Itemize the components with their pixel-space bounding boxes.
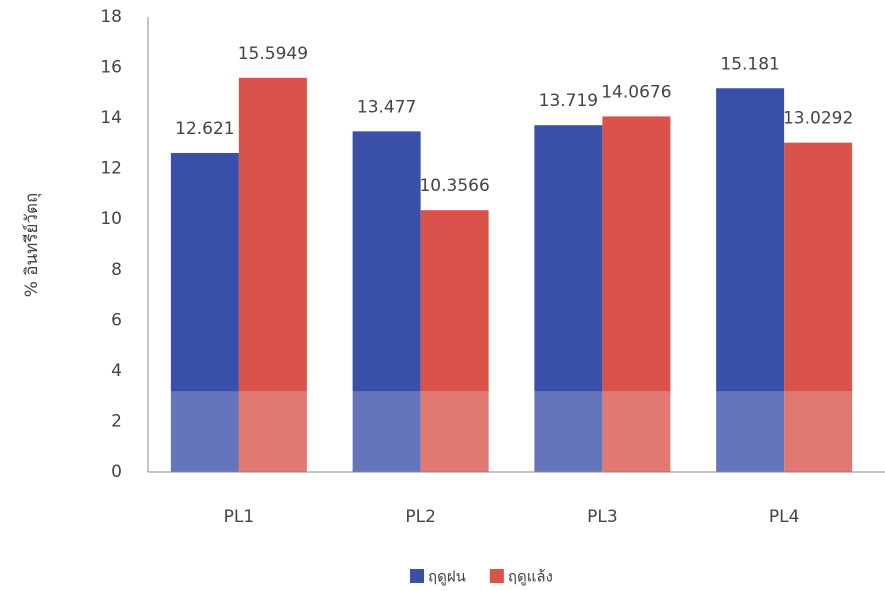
y-axis-label: % อินทรีย์วัตถุ [22,193,42,298]
watermark-band [158,391,875,472]
x-tick-label: PL1 [224,507,255,527]
data-label: 13.0292 [783,109,853,129]
y-tick-label: 10 [100,209,122,229]
y-tick-label: 2 [111,411,122,431]
data-label: 15.181 [720,54,779,74]
y-tick-label: 6 [111,310,122,330]
data-label: 15.5949 [238,44,308,64]
bar [238,77,307,472]
bar [602,116,671,472]
y-tick-label: 18 [100,7,122,27]
bar [420,210,489,472]
data-label: 14.0676 [601,82,671,102]
x-tick-label: PL4 [769,507,800,527]
y-tick-label: 16 [100,58,122,78]
legend-swatch [489,569,504,583]
data-label: 12.621 [175,119,234,139]
bar [716,88,785,472]
y-tick-label: 0 [111,462,122,482]
data-label: 13.477 [357,97,416,117]
bar [784,142,853,473]
y-tick-label: 8 [111,260,122,280]
x-tick-label: PL3 [587,507,618,527]
bar [170,152,239,472]
data-label: 10.3566 [419,176,489,196]
legend-swatch [410,569,424,583]
legend-label: ฤดูแล้ง [508,568,553,586]
y-tick-label: 12 [100,159,122,179]
y-tick-label: 14 [100,108,122,128]
bar [534,125,603,472]
bar [352,131,421,472]
x-tick-label: PL2 [405,507,436,527]
legend-label: ฤดูฝน [428,568,466,586]
y-tick-label: 4 [111,361,122,381]
data-label: 13.719 [539,91,598,111]
